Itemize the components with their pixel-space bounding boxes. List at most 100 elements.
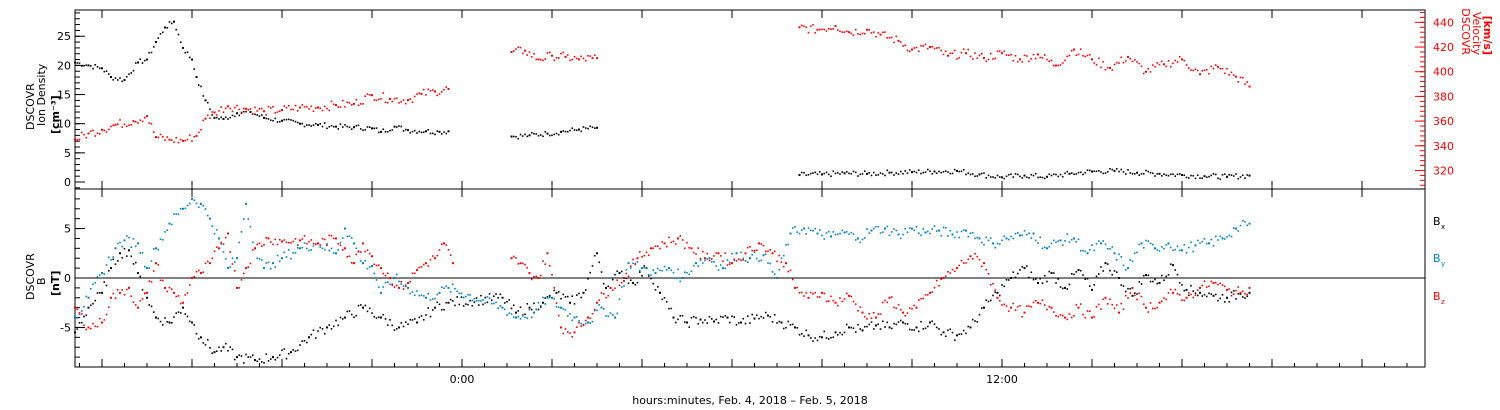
bx-point [458,303,461,306]
velocity-point [1129,57,1132,60]
bx-point [128,249,130,252]
by-point [537,301,540,304]
by-point [458,292,461,295]
density-point [384,131,387,133]
by-point [1097,240,1100,242]
velocity-point [431,89,434,91]
velocity-point [1120,56,1123,59]
bx-point [584,289,587,291]
by-point [1100,242,1102,245]
by-point [119,241,121,244]
bx-point [391,324,394,327]
density-point [947,171,949,173]
by-point [94,281,97,284]
density-point [130,72,133,74]
bx-point [605,286,607,289]
by-point [191,197,193,200]
bx-point [236,356,238,359]
bx-point [859,328,862,330]
bz-point [240,279,243,281]
bz-point [881,301,884,304]
velocity-point [1052,64,1055,67]
by-point [893,228,895,230]
velocity-point [1122,61,1125,64]
by-point [620,286,623,288]
bz-point [551,273,553,276]
density-point [438,130,441,133]
bz-point [733,258,736,261]
by-point [1244,220,1246,223]
density-point [236,112,238,115]
by-point [789,232,792,235]
bx-point [303,340,306,342]
density-point [191,58,193,61]
bx-point [218,346,220,349]
bz-point [998,299,1001,302]
velocity-point [292,108,295,111]
by-point [809,229,812,232]
bx-point [321,328,324,330]
by-point [312,245,315,247]
by-point [427,292,430,295]
left-y-tick-label: 25 [57,30,71,43]
by-point [195,202,198,205]
by-point [674,277,677,279]
bz-point [294,238,297,240]
density-point [1151,172,1154,175]
by-point [292,252,295,254]
density-point [994,177,997,179]
bx-point [629,279,632,282]
bx-point [400,322,403,324]
density-point [1160,175,1163,177]
bottom-left-ylabel-line3: [nT] [49,271,62,296]
by-point [308,249,310,252]
bz-point [404,285,407,288]
density-point [564,130,567,133]
density-point [814,171,817,174]
bx-point [1016,272,1019,275]
bx-point [917,330,920,333]
bz-point [427,265,430,267]
by-point [220,243,223,245]
bz-point [341,249,344,251]
density-point [447,130,450,133]
by-point [267,261,270,264]
velocity-point [1210,65,1213,68]
by-point [1149,242,1152,245]
by-point [493,302,495,305]
velocity-point [335,104,337,107]
by-point [321,247,324,250]
by-point [166,229,169,231]
velocity-point [294,104,297,107]
bx-point [913,329,916,331]
bz-point [1181,299,1183,301]
density-point [290,119,292,121]
velocity-point [1028,60,1030,63]
by-point [643,266,646,269]
bz-point [843,298,846,300]
bz-point [947,270,949,273]
bx-point [155,316,157,319]
bz-point [1113,307,1116,310]
velocity-point [587,54,589,57]
velocity-point [1199,73,1201,76]
legend-subscript-y: y [1441,260,1445,268]
bz-point [544,263,547,266]
density-point [544,130,547,133]
by-point [242,218,245,220]
bz-point [1160,300,1163,303]
velocity-point [917,50,920,53]
density-point [94,64,97,66]
bx-point [699,318,702,321]
by-point [665,268,668,271]
density-point [1201,177,1204,180]
density-point [274,117,277,120]
density-point [870,174,873,177]
velocity-point [1147,67,1150,70]
by-point [1023,230,1026,232]
velocity-point [836,29,839,31]
bz-point [661,241,664,243]
bx-point [562,293,565,296]
density-point [863,170,866,172]
velocity-point [308,108,310,110]
